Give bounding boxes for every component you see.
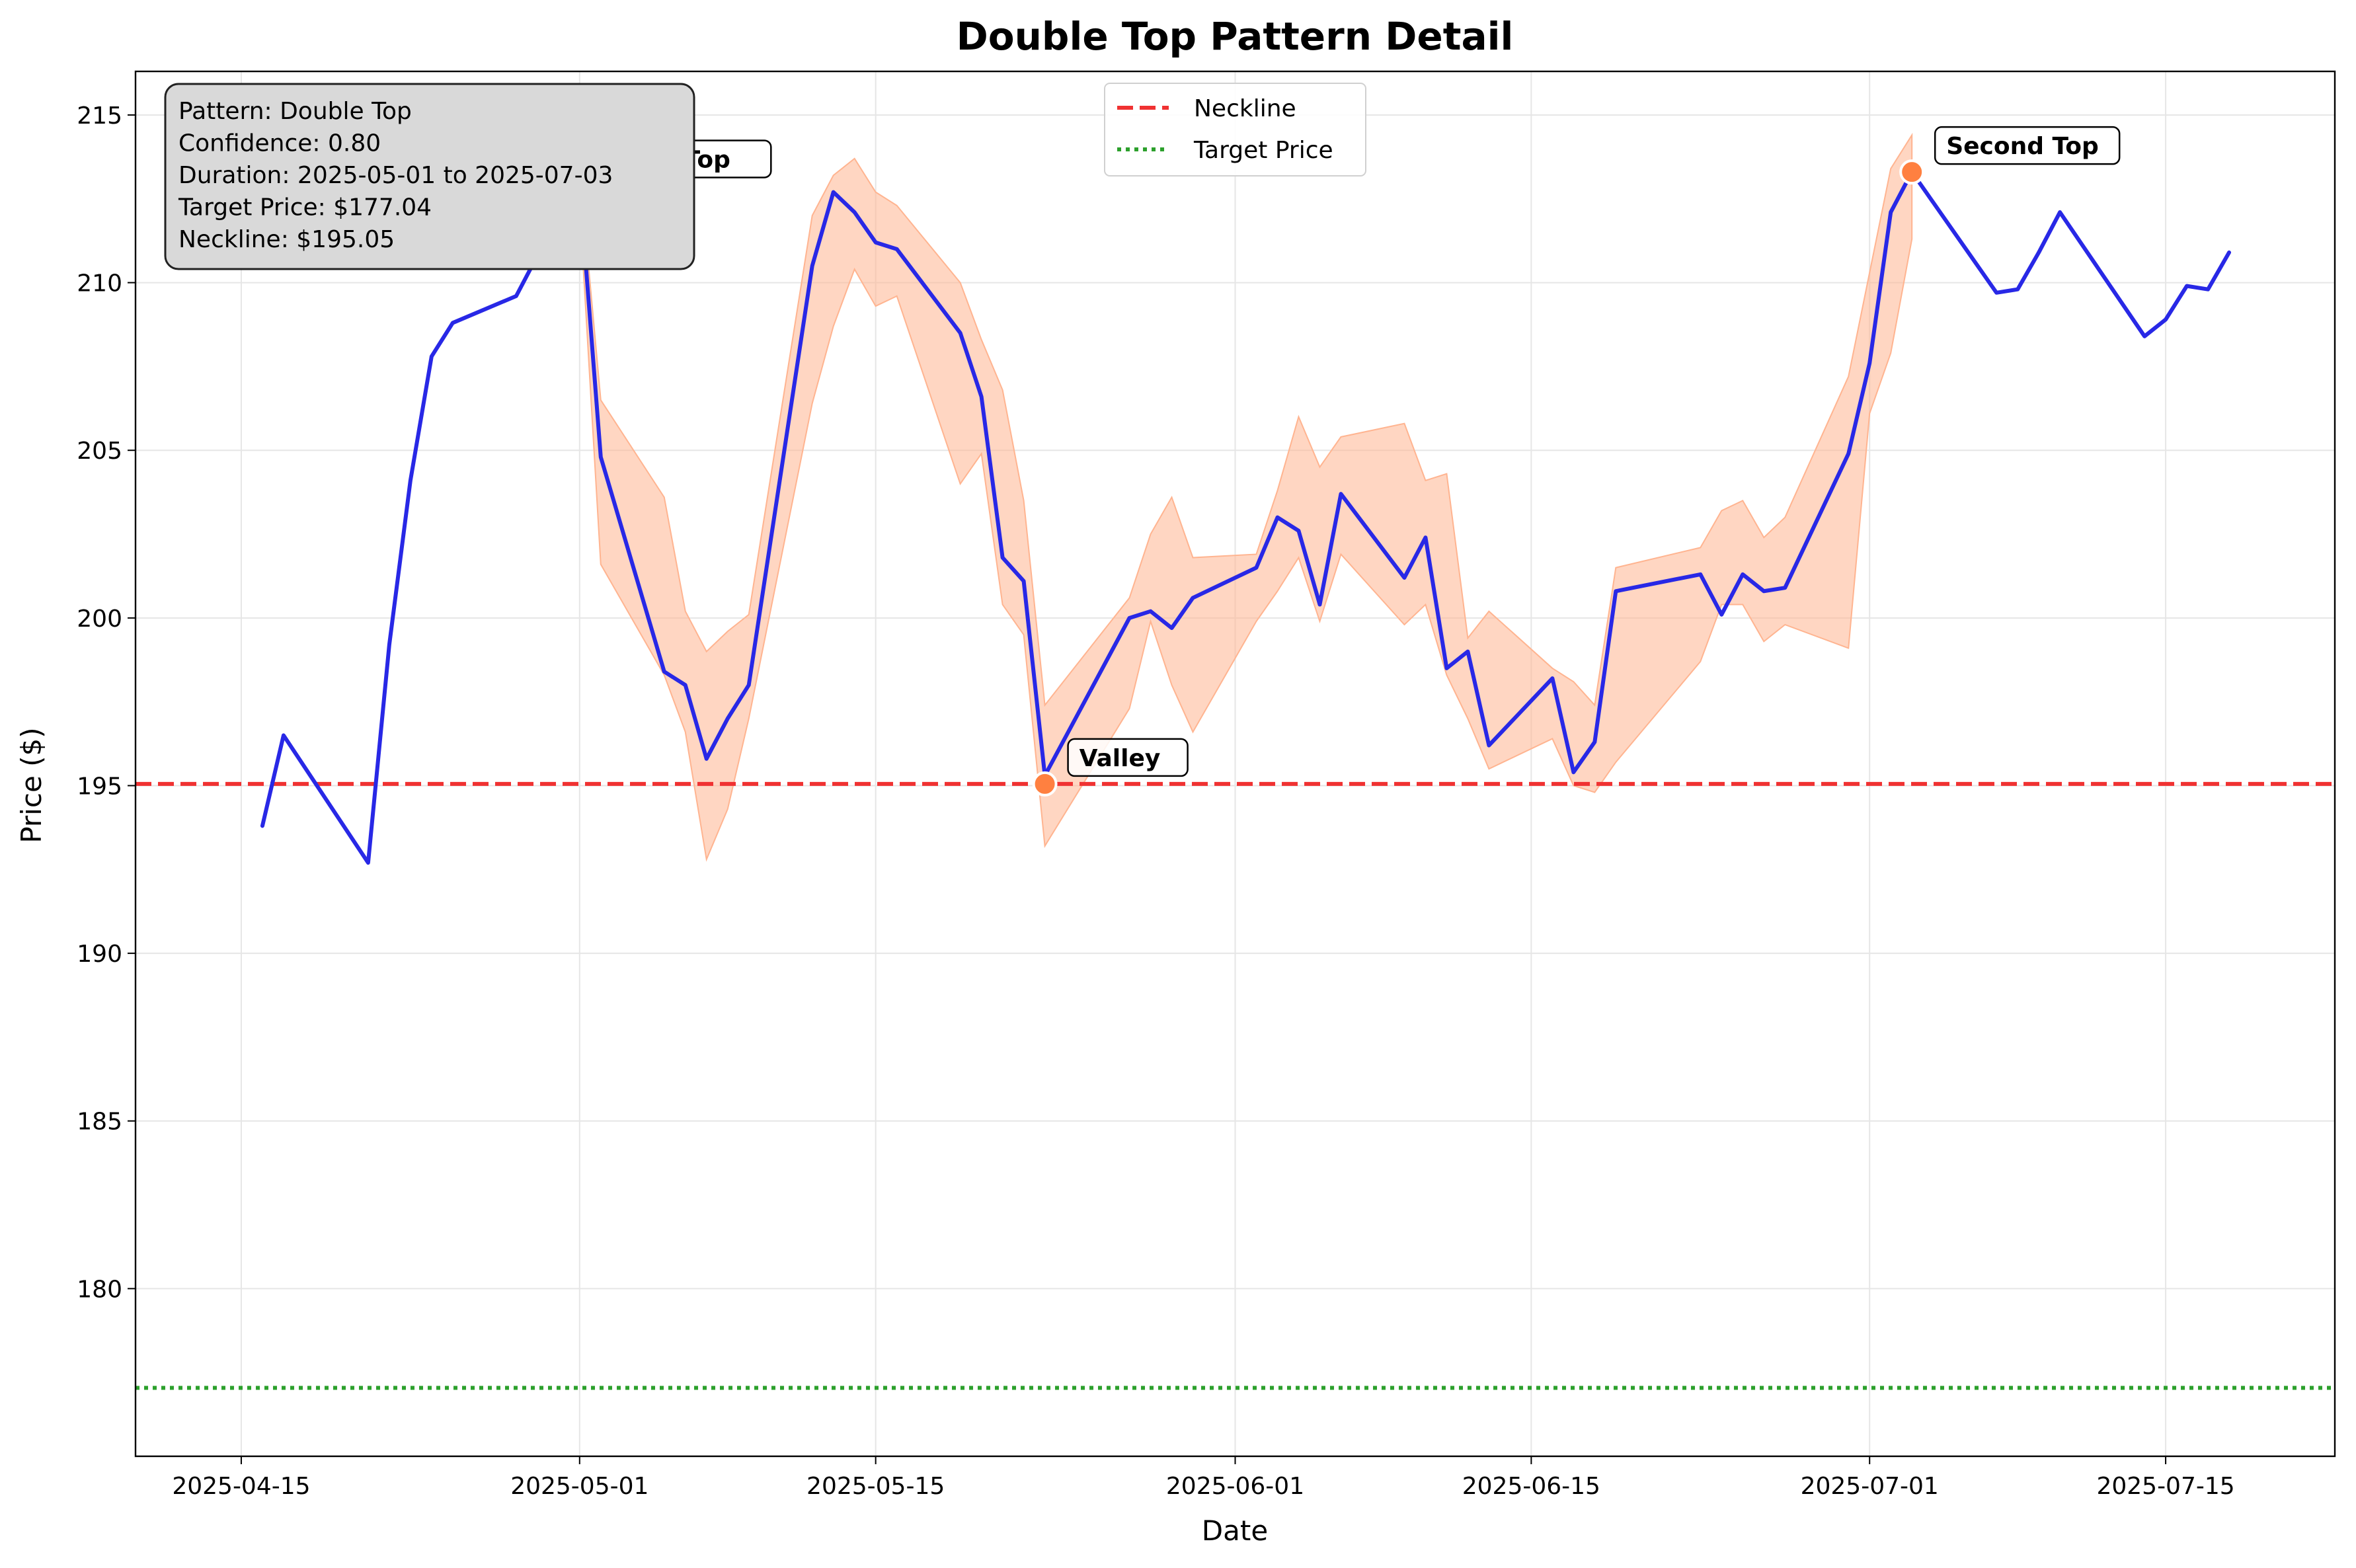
y-tick-label: 210 xyxy=(77,270,122,297)
x-tick-label: 2025-06-15 xyxy=(1462,1473,1600,1500)
price-series-line xyxy=(260,170,2232,865)
axes-layer: 180 185 190 195 200 205 210 215 2025-04-15 2025-0… xyxy=(77,70,2336,1500)
y-tick-label: 205 xyxy=(77,438,122,465)
x-axis-label: Date xyxy=(1202,1514,1268,1547)
valley-label-box xyxy=(1067,738,1189,777)
pattern-band xyxy=(578,132,1913,862)
y-axis-label: Price ($) xyxy=(15,727,48,843)
info-box-line: Target Price: $177.04 xyxy=(178,194,432,221)
legend-label: Target Price xyxy=(1193,137,1333,164)
band-layer xyxy=(578,132,1913,862)
series-layer xyxy=(260,170,2232,865)
info-box-line: Duration: 2025-05-01 to 2025-07-03 xyxy=(178,162,613,189)
chart-title: Double Top Pattern Detail xyxy=(957,14,1514,59)
info-box: Pattern: Double Top Confidence: 0.80 Durat… xyxy=(164,83,695,270)
x-tick-label: 2025-05-01 xyxy=(510,1473,648,1500)
x-tick-label: 2025-05-15 xyxy=(806,1473,945,1500)
second-top-marker xyxy=(1899,159,1925,185)
second-top-label: Second Top xyxy=(1946,133,2099,160)
info-box-frame xyxy=(164,83,695,270)
y-tick-label: 195 xyxy=(77,773,122,800)
valley-marker xyxy=(1032,771,1058,797)
legend-label: Neckline xyxy=(1194,95,1296,122)
x-tick-label: 2025-04-15 xyxy=(172,1473,310,1500)
x-tick-label: 2025-06-01 xyxy=(1166,1473,1304,1500)
legend: Neckline Target Price xyxy=(1104,83,1366,176)
info-box-line: Confidence: 0.80 xyxy=(178,130,381,157)
y-tick-label: 200 xyxy=(77,606,122,633)
second-top-label-box xyxy=(1934,126,2121,165)
valley-label: Valley xyxy=(1080,745,1161,772)
reference-lines xyxy=(136,781,2335,1390)
info-box-line: Neckline: $195.05 xyxy=(178,226,395,253)
y-tick-label: 185 xyxy=(77,1109,122,1136)
info-box-line: Pattern: Double Top xyxy=(178,98,412,125)
x-tick-label: 2025-07-01 xyxy=(1801,1473,1939,1500)
x-tick-label: 2025-07-15 xyxy=(2096,1473,2234,1500)
y-tick-label: 190 xyxy=(77,941,122,968)
plot-frame xyxy=(134,70,2336,1458)
legend-frame xyxy=(1104,83,1366,176)
y-tick-label: 215 xyxy=(77,102,122,130)
y-tick-label: 180 xyxy=(77,1276,122,1303)
